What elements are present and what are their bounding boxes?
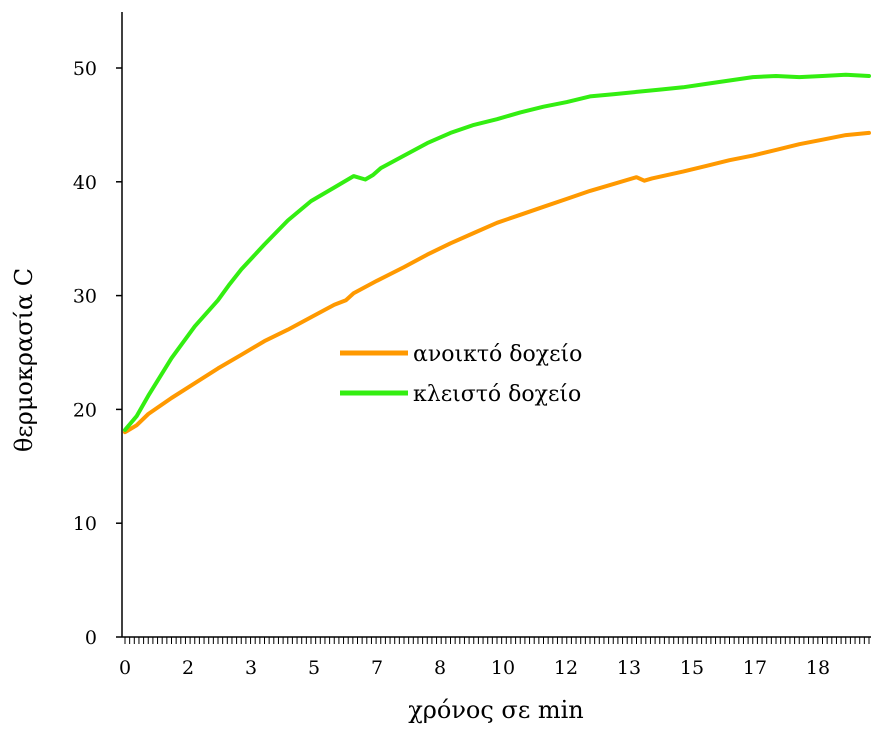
y-tick-label: 10 [73, 513, 97, 535]
series-line-open-container [123, 130, 871, 435]
x-axis-title: χρόνος σε min [408, 696, 584, 724]
x-tick-label: 12 [554, 657, 578, 679]
x-tick-label: 17 [743, 657, 767, 679]
y-tick-label: 50 [73, 58, 97, 80]
series-lines [123, 72, 871, 435]
legend-label: κλειστό δοχείο [413, 382, 581, 407]
y-axis-title: θερμοκρασία C [10, 268, 38, 452]
legend: ανοικτό δοχείο κλειστό δοχείο [340, 342, 582, 407]
legend-label: ανοικτό δοχείο [413, 342, 582, 367]
x-tick-label: 5 [308, 657, 320, 679]
x-tick-label: 3 [245, 657, 257, 679]
x-tick-label: 15 [680, 657, 704, 679]
x-tick-label: 7 [371, 657, 383, 679]
y-tick-label: 40 [73, 172, 97, 194]
x-tick-label: 18 [806, 657, 830, 679]
x-tick-label: 10 [491, 657, 515, 679]
x-tick-label: 0 [119, 657, 131, 679]
y-axis: 0 10 20 30 40 50 [73, 12, 123, 649]
series-line-closed-container [123, 72, 871, 432]
x-tick-label: 2 [182, 657, 194, 679]
x-tick-label: 8 [434, 657, 446, 679]
x-axis: 0 2 3 5 7 8 10 12 13 15 17 18 [119, 636, 871, 679]
y-tick-label: 30 [73, 286, 97, 308]
y-tick-label: 20 [73, 399, 97, 421]
y-tick-label: 0 [85, 627, 97, 649]
x-tick-label: 13 [617, 657, 641, 679]
